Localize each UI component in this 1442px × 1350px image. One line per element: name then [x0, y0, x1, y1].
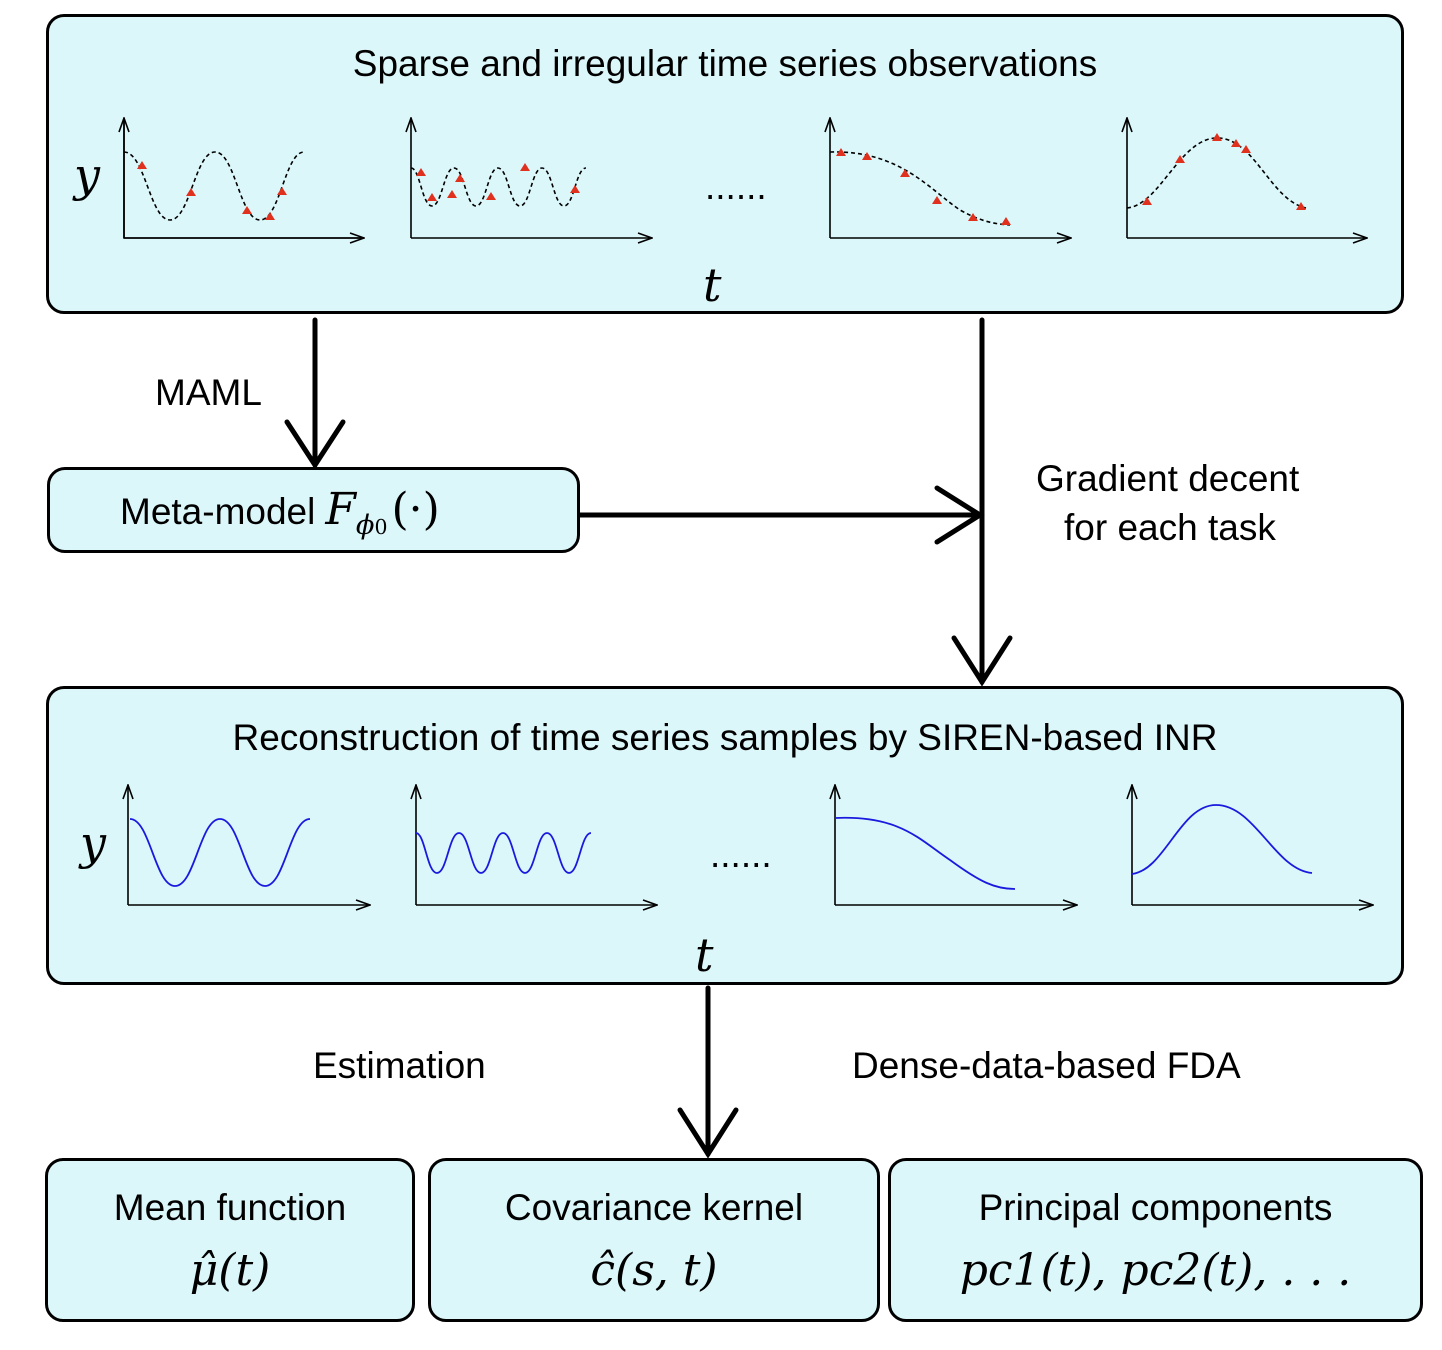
meta-model-formula: Fϕ0(·) — [325, 484, 440, 541]
estimation-arrow — [677, 985, 739, 1159]
gradient-arrow — [951, 317, 1013, 687]
reconstruction-curves — [129, 804, 1313, 890]
maml-arrow — [284, 317, 346, 470]
observations-panel-title: Sparse and irregular time series observa… — [352, 43, 1098, 84]
recon-axes — [128, 785, 1373, 905]
mean-function-title: Mean function — [113, 1187, 347, 1228]
principal-components-box: Principal components pc1(t), pc2(t), . .… — [888, 1158, 1423, 1322]
meta-model-content: Meta-model Fϕ0(·) — [120, 484, 440, 541]
gradient-label-line1: Gradient decent — [1036, 458, 1300, 499]
fda-label: Dense-data-based FDA — [852, 1045, 1241, 1086]
maml-label: MAML — [155, 372, 262, 413]
top-axes — [124, 118, 1367, 238]
estimation-label: Estimation — [313, 1045, 486, 1086]
observation-markers — [137, 133, 1306, 225]
covariance-kernel-box: Covariance kernel ĉ(s, t) — [428, 1158, 880, 1322]
reconstruction-panel: Reconstruction of time series samples by… — [46, 686, 1404, 985]
meta-model-args: (·) — [391, 484, 440, 535]
principal-components-title: Principal components — [978, 1187, 1333, 1228]
observations-panel: Sparse and irregular time series observa… — [46, 14, 1404, 314]
meta-model-box: Meta-model Fϕ0(·) — [47, 467, 580, 553]
meta-model-label: Meta-model — [120, 491, 316, 532]
principal-components-formula: pc1(t), pc2(t), . . . — [959, 1245, 1352, 1296]
top-y-label: y — [74, 148, 100, 202]
gradient-label-line2: for each task — [1064, 507, 1276, 548]
mean-function-box: Mean function μ̂(t) — [45, 1158, 415, 1322]
mean-function-formula: μ̂(t) — [189, 1245, 271, 1296]
recon-t-label: t — [695, 928, 714, 982]
covariance-kernel-formula: ĉ(s, t) — [590, 1245, 718, 1296]
top-ellipsis: ...... — [705, 166, 767, 207]
observation-dashed-curves — [123, 137, 1307, 226]
meta-to-gradient-arrow — [577, 485, 985, 545]
meta-model-symbol: F — [325, 484, 356, 535]
recon-y-label: y — [80, 816, 106, 870]
meta-model-subscript-index: 0 — [374, 514, 388, 539]
top-t-label: t — [703, 258, 722, 312]
meta-model-subscript: ϕ — [355, 509, 375, 541]
covariance-kernel-title: Covariance kernel — [504, 1187, 804, 1228]
recon-ellipsis: ...... — [710, 834, 772, 875]
reconstruction-panel-title: Reconstruction of time series samples by… — [232, 717, 1218, 758]
